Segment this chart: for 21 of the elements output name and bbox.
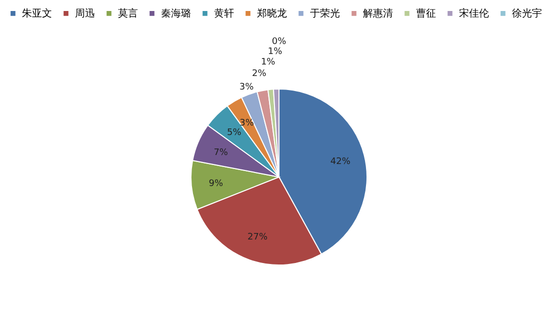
legend-label: 宋佳伦 (459, 7, 489, 20)
legend-label: 莫言 (118, 7, 138, 20)
legend-label: 于荣光 (310, 7, 340, 20)
data-label: 42% (330, 157, 351, 168)
legend-label: 解惠清 (363, 7, 393, 20)
legend-label: 朱亚文 (22, 7, 52, 20)
legend-label: 徐光宇 (512, 7, 542, 20)
data-label: 2% (252, 68, 267, 79)
data-label: 7% (214, 148, 228, 158)
data-label: 1% (260, 58, 276, 68)
data-label: 1% (268, 47, 283, 58)
data-label: 3% (239, 82, 254, 93)
data-label: 9% (208, 178, 224, 189)
legend-label: 周迅 (75, 7, 95, 20)
legend-label: 秦海璐 (161, 7, 191, 20)
legend-label: 曹征 (416, 7, 436, 20)
data-label: 27% (248, 232, 268, 243)
text: 0% (272, 37, 286, 47)
legend-label: 郑晓龙 (257, 7, 287, 20)
legend-label: 黄轩 (214, 7, 234, 20)
data-label: 5% (227, 128, 242, 138)
